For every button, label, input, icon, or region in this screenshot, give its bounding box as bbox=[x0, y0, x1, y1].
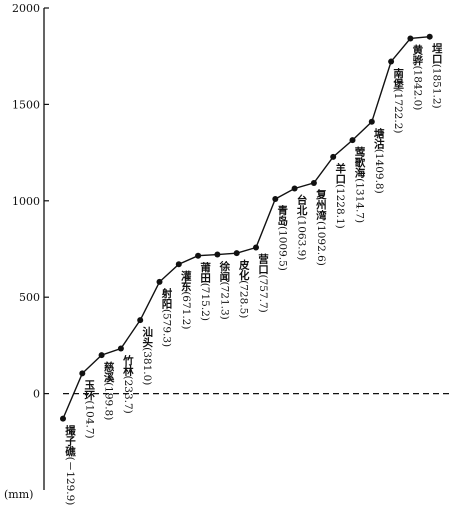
value-label: (1063.9) bbox=[296, 215, 308, 260]
value-label: (579.3) bbox=[161, 309, 173, 347]
point-label: 皮化(728.5) bbox=[238, 258, 250, 318]
station-name: 撮子礁 bbox=[64, 424, 76, 457]
data-point bbox=[426, 33, 433, 40]
data-point bbox=[349, 137, 356, 144]
data-point bbox=[98, 352, 105, 359]
value-label: (1851.2) bbox=[431, 64, 443, 109]
data-point bbox=[253, 244, 259, 251]
station-name: 汕头 bbox=[141, 325, 153, 348]
value-label: (1409.8) bbox=[373, 149, 385, 194]
value-label: (671.2) bbox=[180, 291, 192, 329]
point-label: 埕口(1851.2) bbox=[431, 42, 443, 109]
point-label: 塘沽(1409.8) bbox=[373, 127, 385, 194]
y-axis-unit: (mm) bbox=[4, 488, 33, 501]
value-label: (1842.0) bbox=[411, 65, 423, 110]
data-point bbox=[330, 153, 337, 160]
point-label: 汕头(381.0) bbox=[141, 325, 153, 385]
station-name: 玉环 bbox=[83, 379, 95, 401]
station-name: 塘沽 bbox=[373, 127, 385, 150]
point-label: 青岛(1009.5) bbox=[276, 204, 288, 271]
y-tick-label: 500 bbox=[19, 291, 40, 304]
station-name: 台北 bbox=[296, 194, 308, 217]
station-name: 射阳 bbox=[161, 287, 173, 310]
value-label: (715.2) bbox=[199, 283, 211, 321]
point-label: 南堡(1722.2) bbox=[392, 67, 404, 134]
point-label: 竹林(233.7) bbox=[122, 354, 134, 414]
data-point bbox=[175, 261, 182, 268]
station-name: 南堡 bbox=[392, 67, 404, 89]
point-label: 黄骅(1842.0) bbox=[411, 44, 423, 111]
point-label: 射阳(579.3) bbox=[161, 287, 173, 347]
value-label: (－129.9) bbox=[64, 456, 76, 505]
station-name: 莺歌海 bbox=[354, 145, 366, 178]
value-label: (1009.5) bbox=[276, 226, 288, 271]
data-point bbox=[195, 252, 202, 259]
value-label: (233.7) bbox=[122, 376, 134, 414]
value-label: (1722.2) bbox=[392, 89, 404, 134]
station-name: 灌东 bbox=[180, 269, 192, 292]
point-label: 台北(1063.9) bbox=[296, 194, 308, 261]
y-tick-label: 1000 bbox=[12, 195, 40, 208]
data-point bbox=[156, 278, 163, 285]
value-label: (728.5) bbox=[238, 280, 250, 318]
point-label: 撮子礁(－129.9) bbox=[64, 424, 76, 505]
station-name: 莆田 bbox=[199, 261, 211, 284]
data-point bbox=[388, 58, 395, 65]
station-name: 皮化 bbox=[238, 258, 250, 281]
y-tick-label: 1500 bbox=[12, 98, 40, 111]
value-label: (104.7) bbox=[83, 400, 95, 438]
station-name: 埕口 bbox=[431, 42, 443, 64]
y-tick-label: 2000 bbox=[12, 2, 40, 15]
station-name: 慈溪 bbox=[103, 360, 115, 383]
data-point bbox=[79, 370, 86, 377]
point-label: 徐闻(721.3) bbox=[218, 260, 230, 320]
point-label: 羊口(1228.1) bbox=[334, 162, 346, 229]
point-label: 莺歌海(1314.7) bbox=[354, 145, 366, 222]
value-label: (721.3) bbox=[218, 282, 230, 320]
value-label: (199.8) bbox=[103, 382, 115, 420]
point-label: 灌东(671.2) bbox=[180, 269, 192, 329]
data-point bbox=[60, 415, 66, 422]
value-label: (1228.1) bbox=[334, 184, 346, 229]
data-point bbox=[117, 345, 124, 352]
data-point bbox=[214, 251, 221, 258]
station-name: 黄骅 bbox=[411, 44, 423, 67]
data-line bbox=[62, 35, 430, 419]
data-point bbox=[291, 185, 298, 192]
data-point bbox=[137, 317, 144, 324]
value-label: (1314.7) bbox=[354, 178, 366, 223]
y-tick-label: 0 bbox=[33, 388, 40, 401]
value-label: (381.0) bbox=[141, 347, 153, 385]
station-name: 竹林 bbox=[122, 354, 134, 377]
station-name: 营口 bbox=[257, 253, 269, 275]
station-name: 羊口 bbox=[334, 162, 346, 184]
station-name: 青岛 bbox=[276, 204, 288, 227]
data-point bbox=[310, 179, 317, 186]
point-label: 营口(757.7) bbox=[257, 253, 269, 313]
data-point bbox=[272, 195, 279, 202]
point-label: 玉环(104.7) bbox=[83, 379, 95, 438]
point-label: 复州湾(1092.6) bbox=[315, 188, 327, 265]
data-point bbox=[368, 118, 375, 125]
value-label: (757.7) bbox=[257, 275, 269, 313]
point-label: 莆田(715.2) bbox=[199, 261, 211, 321]
station-name: 徐闻 bbox=[218, 260, 230, 283]
value-label: (1092.6) bbox=[315, 220, 327, 265]
point-label: 慈溪(199.8) bbox=[103, 360, 115, 420]
station-name: 复州湾 bbox=[315, 188, 327, 221]
data-point bbox=[407, 35, 414, 42]
data-point bbox=[233, 250, 240, 257]
